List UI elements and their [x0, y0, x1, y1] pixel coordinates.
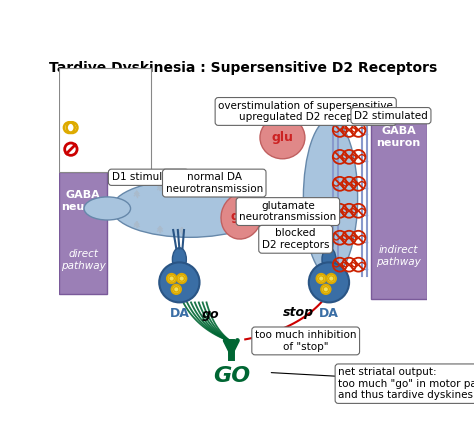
Text: blocked
D2 receptors: blocked D2 receptors	[262, 228, 329, 250]
Ellipse shape	[84, 197, 130, 220]
Circle shape	[321, 285, 330, 294]
Circle shape	[317, 274, 326, 283]
Ellipse shape	[303, 119, 357, 277]
Circle shape	[327, 274, 336, 283]
Ellipse shape	[159, 262, 200, 303]
Text: D2 stimulated: D2 stimulated	[354, 111, 428, 121]
Circle shape	[167, 274, 176, 283]
Text: glutamate
neurotransmission: glutamate neurotransmission	[239, 201, 337, 222]
Ellipse shape	[309, 262, 349, 303]
Text: net striatal output:
too much "go" in motor pathways
and thus tardive dyskinesia: net striatal output: too much "go" in mo…	[338, 367, 474, 400]
FancyBboxPatch shape	[59, 172, 107, 294]
Text: glu: glu	[272, 131, 293, 144]
Circle shape	[177, 274, 186, 283]
Ellipse shape	[221, 193, 262, 239]
Ellipse shape	[322, 248, 336, 271]
Text: too much inhibition
of "stop": too much inhibition of "stop"	[255, 330, 356, 352]
Text: = D2
  blocker: = D2 blocker	[82, 144, 130, 165]
Text: glu: glu	[230, 209, 252, 223]
Text: DA: DA	[319, 307, 339, 320]
Text: = D2: = D2	[82, 99, 111, 109]
Text: GO: GO	[213, 366, 250, 386]
Text: indirect
pathway: indirect pathway	[376, 246, 421, 267]
Ellipse shape	[173, 248, 186, 271]
Text: go: go	[201, 308, 219, 321]
Text: normal DA
neurotransmission: normal DA neurotransmission	[165, 172, 263, 194]
Text: GABA
neuron: GABA neuron	[376, 126, 421, 148]
Ellipse shape	[260, 116, 305, 159]
Text: GABA
neuron: GABA neuron	[61, 190, 105, 212]
Text: direct
pathway: direct pathway	[61, 249, 106, 271]
Text: stop: stop	[283, 306, 313, 318]
Text: = D1: = D1	[82, 78, 111, 88]
Text: DA: DA	[169, 307, 189, 320]
Text: overstimulation of supersensitive
upregulated D2 receptors: overstimulation of supersensitive upregu…	[218, 101, 393, 122]
FancyBboxPatch shape	[371, 108, 427, 299]
Ellipse shape	[112, 179, 267, 237]
Text: Tardive Dyskinesia : Supersensitive D2 Receptors: Tardive Dyskinesia : Supersensitive D2 R…	[49, 60, 437, 75]
Text: D1 stimulated: D1 stimulated	[111, 172, 185, 182]
Circle shape	[172, 285, 181, 294]
FancyBboxPatch shape	[59, 68, 152, 172]
Text: = VMAT2: = VMAT2	[82, 122, 133, 132]
